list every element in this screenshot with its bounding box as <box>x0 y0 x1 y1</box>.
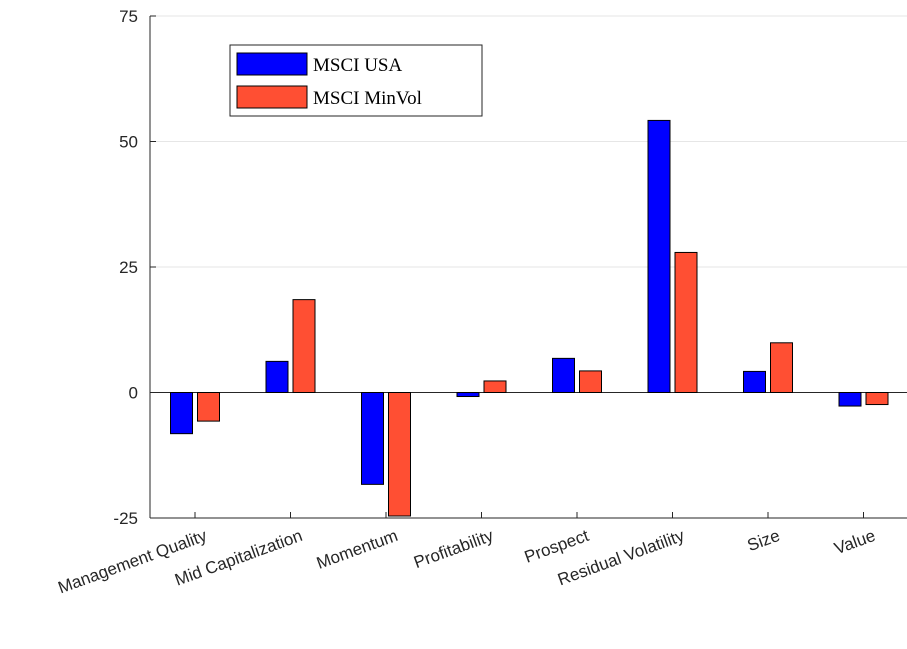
bars <box>170 119 889 517</box>
x-tick-label-7: Value <box>832 526 878 558</box>
x-tick-label-3: Profitability <box>411 526 496 572</box>
bar-msci-usa-2 <box>361 392 384 485</box>
bar-msci-usa-6 <box>743 370 766 393</box>
bar-msci-usa-5 <box>647 119 671 394</box>
x-tick-label-2: Momentum <box>314 526 400 573</box>
y-tick-labels: -25 0 25 50 75 <box>113 7 156 528</box>
bar-msci-minvol-2 <box>388 392 411 517</box>
bar-msci-minvol-6 <box>770 342 793 393</box>
bar-msci-minvol-5 <box>674 251 698 393</box>
y-tick-label-2: 25 <box>119 258 138 277</box>
legend-swatch-msci-usa <box>236 52 308 76</box>
bar-msci-minvol-1 <box>292 299 316 394</box>
bar-msci-minvol-4 <box>579 370 602 394</box>
y-tick-label-1: 0 <box>129 384 138 403</box>
legend-swatch-msci-minvol <box>236 85 308 109</box>
y-tick-label-4: 75 <box>119 7 138 26</box>
bar-msci-minvol-0 <box>197 392 220 422</box>
legend-label-msci-minvol: MSCI MinVol <box>313 88 422 109</box>
bar-msci-usa-4 <box>552 357 575 394</box>
bar-msci-usa-3 <box>456 392 480 398</box>
y-tick-label-3: 50 <box>119 133 138 152</box>
bar-msci-minvol-3 <box>483 380 507 394</box>
x-tick-label-6: Size <box>745 526 783 555</box>
legend: MSCI USA MSCI MinVol <box>229 44 483 117</box>
bar-msci-usa-7 <box>838 392 862 407</box>
bar-msci-usa-1 <box>265 360 289 394</box>
legend-label-msci-usa: MSCI USA <box>313 55 402 76</box>
bar-msci-minvol-7 <box>865 392 889 406</box>
y-tick-label-0: -25 <box>113 509 138 528</box>
bar-msci-usa-0 <box>170 392 193 435</box>
x-tick-label-4: Prospect <box>522 526 592 567</box>
